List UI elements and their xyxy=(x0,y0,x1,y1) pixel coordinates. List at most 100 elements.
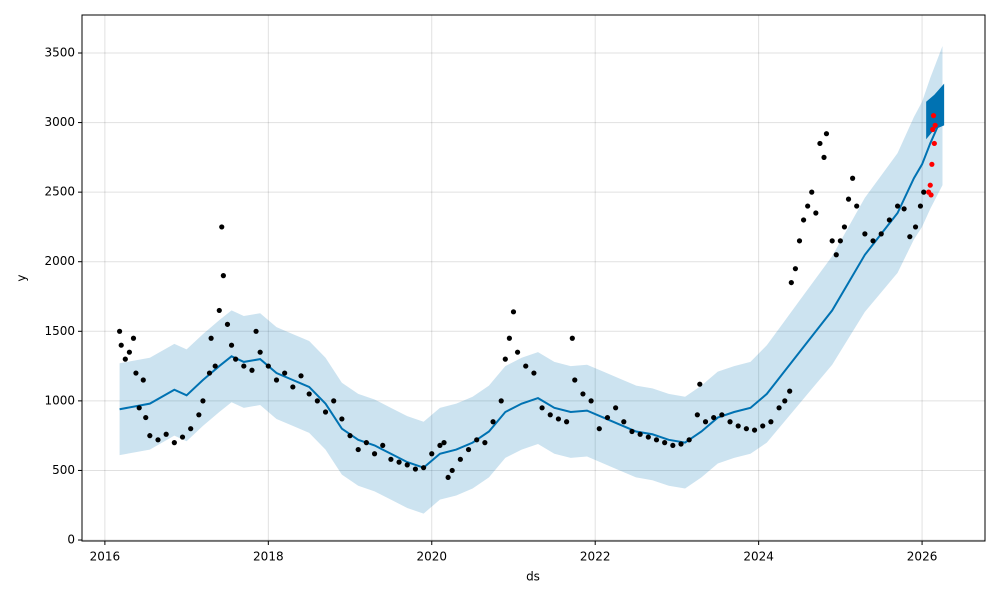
data-point xyxy=(547,412,553,418)
data-point xyxy=(760,423,766,429)
data-point xyxy=(837,238,843,244)
data-point xyxy=(355,446,361,453)
data-point xyxy=(886,217,892,223)
data-point xyxy=(662,440,668,446)
data-point xyxy=(212,363,218,369)
data-point xyxy=(363,440,369,446)
data-point xyxy=(155,437,161,443)
x-tick-label: 2016 xyxy=(90,550,121,564)
x-tick-label: 2020 xyxy=(416,550,447,564)
data-point xyxy=(273,377,280,383)
data-point xyxy=(498,398,504,404)
data-point xyxy=(928,192,934,198)
data-point xyxy=(768,419,774,425)
axes: 2016 2018 2020 2022 2024 2026 0 500 1000 1500 2000… xyxy=(44,45,937,563)
data-point xyxy=(796,238,803,244)
data-point xyxy=(253,328,259,334)
data-point xyxy=(539,405,545,411)
plot-area xyxy=(116,46,945,514)
data-point xyxy=(809,189,815,195)
data-point xyxy=(735,423,741,429)
data-point xyxy=(805,203,811,209)
data-point xyxy=(171,440,177,446)
data-point xyxy=(445,474,451,481)
data-point xyxy=(727,419,733,425)
data-point xyxy=(596,426,602,432)
data-point xyxy=(523,363,529,369)
data-point xyxy=(147,433,153,439)
data-point xyxy=(200,398,206,404)
data-point xyxy=(514,349,521,355)
x-axis-label: ds xyxy=(526,570,540,584)
data-point xyxy=(347,433,353,439)
data-point xyxy=(163,431,169,437)
data-point xyxy=(931,140,937,147)
data-point xyxy=(670,442,676,449)
data-point xyxy=(841,224,848,230)
data-point xyxy=(388,456,394,462)
data-point xyxy=(380,442,386,449)
data-point xyxy=(850,175,856,181)
data-point xyxy=(474,437,480,443)
data-point xyxy=(208,335,214,341)
data-point xyxy=(792,266,799,272)
data-point xyxy=(282,370,288,376)
y-tick-label: 2000 xyxy=(44,254,75,268)
data-point xyxy=(604,414,611,421)
y-tick-label: 3500 xyxy=(44,45,75,59)
data-point xyxy=(697,381,703,387)
data-point xyxy=(126,349,132,355)
data-point xyxy=(219,224,225,230)
data-point xyxy=(702,419,709,425)
x-tick-label: 2024 xyxy=(743,550,774,564)
data-point xyxy=(429,451,435,457)
data-point xyxy=(404,462,410,468)
data-point xyxy=(510,309,517,315)
data-point xyxy=(932,122,938,128)
forecast-band xyxy=(926,83,945,140)
data-point xyxy=(829,238,835,244)
data-point xyxy=(233,356,239,362)
data-point xyxy=(220,273,226,279)
data-point xyxy=(116,328,123,334)
uncertainty-band xyxy=(119,46,943,514)
y-tick-label: 0 xyxy=(67,533,75,547)
data-point xyxy=(563,419,570,425)
data-point xyxy=(862,231,868,237)
data-point xyxy=(907,234,913,240)
grid xyxy=(82,15,985,541)
data-point xyxy=(457,456,463,462)
data-point xyxy=(506,335,512,341)
data-point xyxy=(122,356,128,362)
data-point xyxy=(711,414,717,421)
data-point xyxy=(878,231,884,237)
data-point xyxy=(437,442,443,449)
data-point xyxy=(502,356,508,362)
data-point xyxy=(257,349,263,355)
data-point xyxy=(817,140,823,147)
data-point xyxy=(249,367,255,373)
data-point xyxy=(894,203,901,209)
data-point xyxy=(751,427,758,433)
data-point xyxy=(580,391,586,397)
data-point xyxy=(929,161,935,167)
data-point xyxy=(776,405,782,411)
data-point xyxy=(449,467,455,474)
data-point xyxy=(613,405,619,411)
data-point xyxy=(179,434,186,440)
y-tick-label: 3000 xyxy=(44,115,75,129)
data-point xyxy=(331,398,337,404)
data-point xyxy=(339,416,345,422)
y-tick-label: 2500 xyxy=(44,185,75,199)
data-point xyxy=(823,131,830,137)
data-point xyxy=(228,342,235,348)
y-tick-label: 500 xyxy=(52,463,75,477)
data-point xyxy=(637,431,643,437)
data-point xyxy=(927,182,933,188)
data-point xyxy=(653,437,660,443)
data-point xyxy=(136,405,142,411)
data-point xyxy=(140,377,146,383)
data-point xyxy=(833,252,839,258)
data-point xyxy=(555,416,562,422)
